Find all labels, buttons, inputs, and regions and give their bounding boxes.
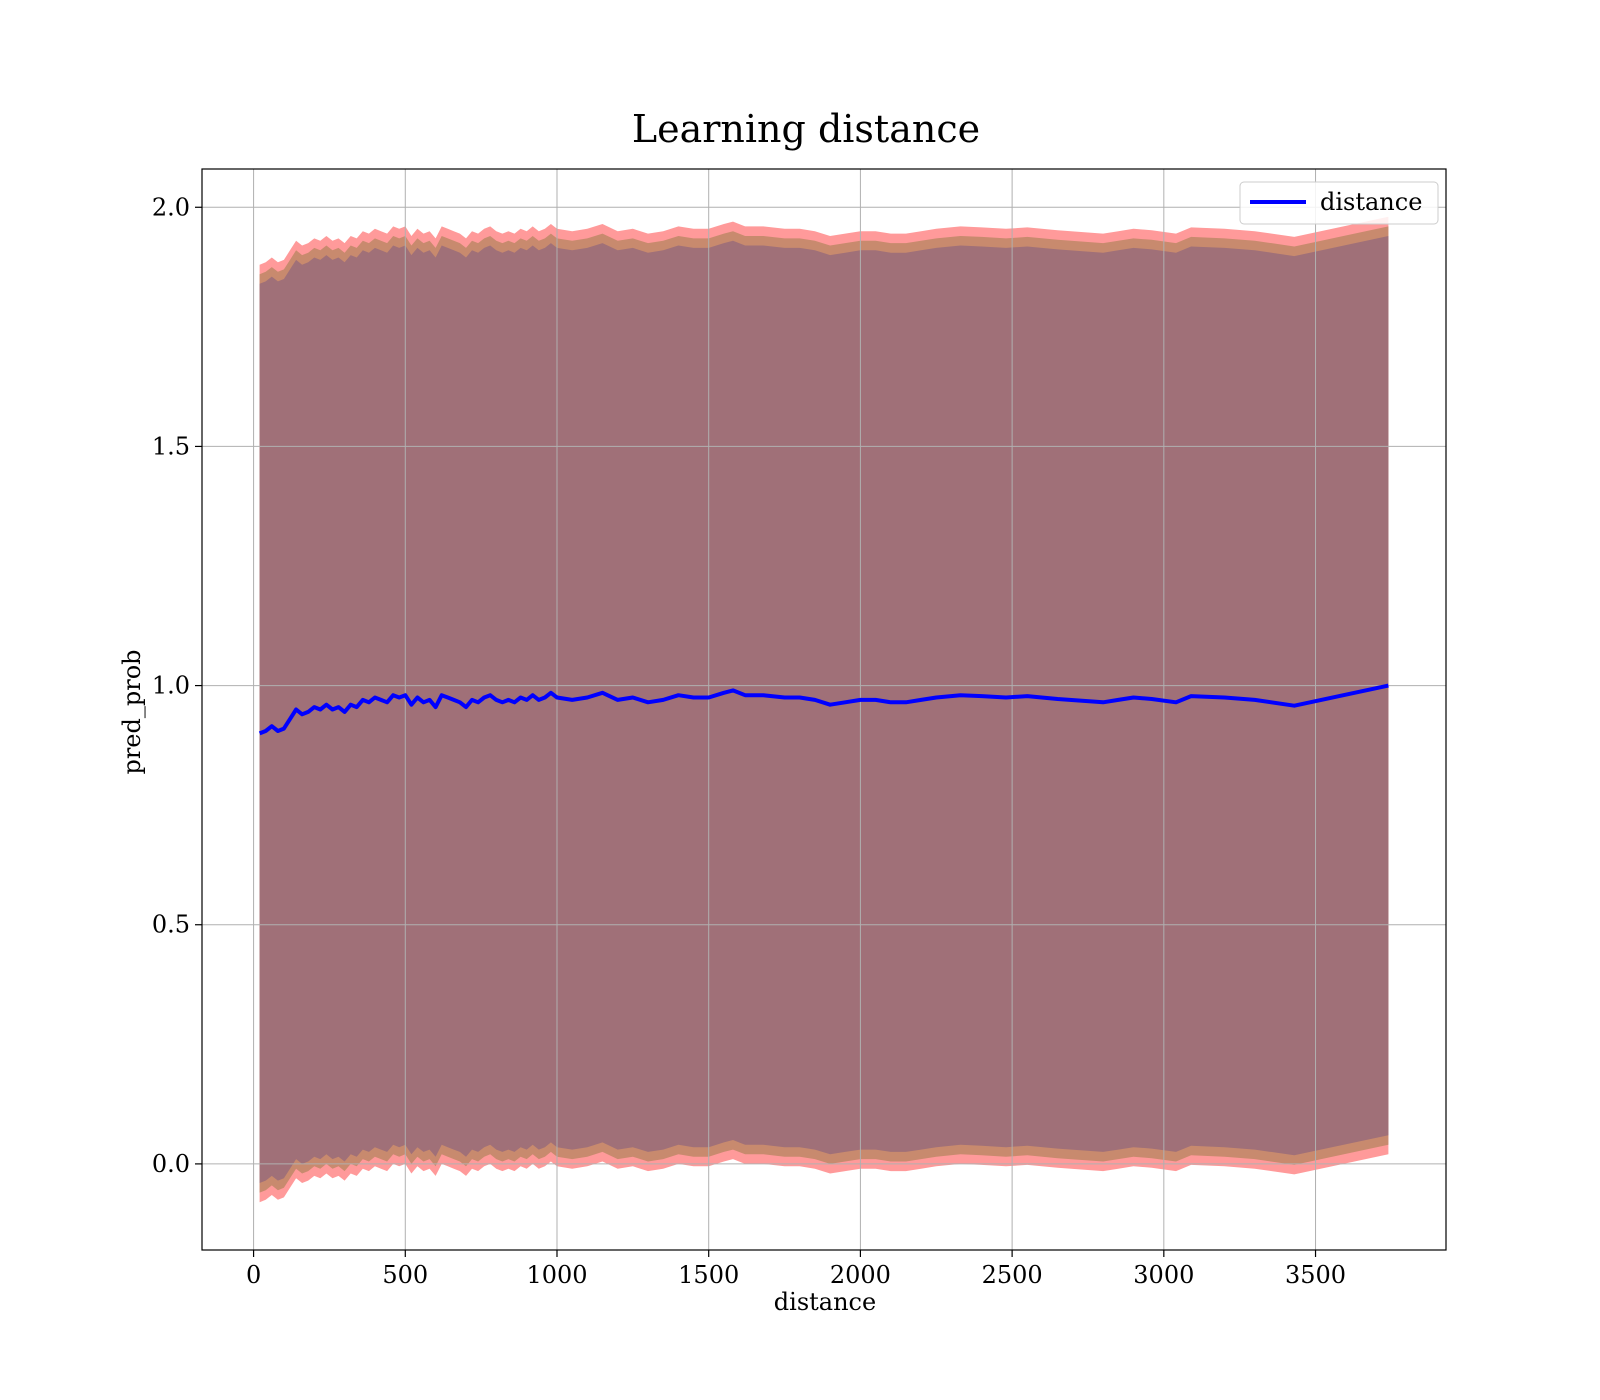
legend-label-distance: distance xyxy=(1320,188,1422,216)
x-tick-label: 1500 xyxy=(678,1261,739,1289)
y-tick-label: 0.5 xyxy=(152,911,190,939)
legend: distance xyxy=(1239,181,1439,225)
chart-title: Learning distance xyxy=(632,107,980,151)
x-tick-label: 3000 xyxy=(1133,1261,1194,1289)
x-axis-ticks: 0 500 1000 1500 2000 2500 3000 3500 xyxy=(246,1250,1346,1289)
y-tick-label: 1.5 xyxy=(152,432,190,460)
series-line-distance xyxy=(258,683,1389,736)
y-tick-label: 2.0 xyxy=(152,193,190,221)
y-axis-ticks: 0.0 0.5 1.0 1.5 2.0 xyxy=(152,193,202,1178)
series-lines xyxy=(258,683,1389,736)
x-tick-label: 2500 xyxy=(982,1261,1043,1289)
y-tick-label: 0.0 xyxy=(152,1150,190,1178)
grid-lines xyxy=(202,169,1446,1250)
x-tick-label: 1000 xyxy=(526,1261,587,1289)
band-3 xyxy=(259,236,1389,1183)
x-tick-label: 0 xyxy=(246,1261,261,1289)
plot-frame xyxy=(201,168,1447,1251)
x-tick-label: 2000 xyxy=(830,1261,891,1289)
y-tick-label: 1.0 xyxy=(152,672,190,700)
x-tick-label: 500 xyxy=(382,1261,428,1289)
y-axis-label: pred_prob xyxy=(118,649,146,774)
x-axis-label: distance xyxy=(774,1288,876,1316)
x-tick-label: 3500 xyxy=(1285,1261,1346,1289)
legend-box xyxy=(1239,181,1439,225)
confidence-bands xyxy=(259,216,1389,1203)
